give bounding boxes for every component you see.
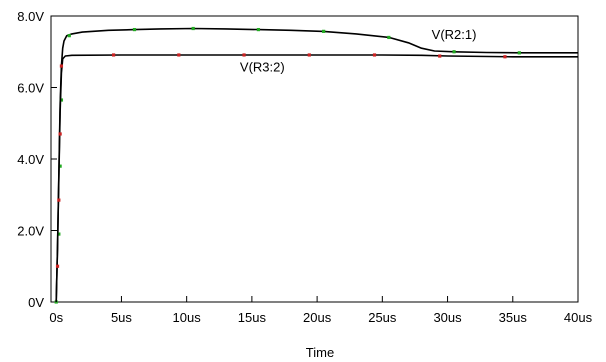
data-point xyxy=(322,29,326,33)
series-line-1 xyxy=(55,27,578,303)
data-point xyxy=(256,27,261,32)
x-axis-label: Time xyxy=(306,345,334,360)
series-annotation: V(R3:2) xyxy=(240,59,285,74)
annotations: V(R2:1) V(R3:2) xyxy=(240,27,477,74)
x-tick-label: 10us xyxy=(173,310,202,325)
x-tick-label: 40us xyxy=(564,310,593,325)
data-point xyxy=(132,27,137,32)
data-point xyxy=(59,98,64,102)
data-point xyxy=(503,55,507,59)
data-point xyxy=(57,198,61,202)
data-point xyxy=(57,232,61,236)
x-tick-label: 0s xyxy=(49,310,63,325)
x-tick-label: 20us xyxy=(303,310,332,325)
x-tick-label: 30us xyxy=(433,310,462,325)
series-annotation: V(R2:1) xyxy=(432,27,477,42)
y-axis: 0V 2.0V 4.0V 6.0V 8.0V xyxy=(17,9,57,310)
series-layer xyxy=(54,26,578,304)
data-point xyxy=(177,53,181,57)
plot-frame xyxy=(50,15,579,303)
y-tick-label: 2.0V xyxy=(17,224,44,239)
data-point xyxy=(191,26,195,31)
series-line-2 xyxy=(55,54,578,303)
data-point xyxy=(438,54,442,58)
data-point xyxy=(452,50,456,54)
data-point xyxy=(55,264,60,268)
data-point xyxy=(307,53,311,57)
x-tick-label: 25us xyxy=(368,310,397,325)
data-point xyxy=(58,164,62,168)
data-point xyxy=(242,53,246,57)
data-point xyxy=(517,51,521,55)
y-tick-label: 4.0V xyxy=(17,152,44,167)
data-point xyxy=(372,53,377,57)
x-tick-label: 35us xyxy=(499,310,528,325)
y-tick-label: 0V xyxy=(28,295,44,310)
x-tick-label: 15us xyxy=(238,310,267,325)
data-point xyxy=(59,64,64,68)
y-tick-label: 8.0V xyxy=(17,9,44,24)
x-tick-label: 5us xyxy=(111,310,132,325)
data-point xyxy=(112,53,116,57)
data-point xyxy=(67,34,71,38)
data-point xyxy=(387,35,391,40)
y-tick-label: 6.0V xyxy=(17,81,44,96)
x-axis: 0s 5us 10us 15us 20us 25us 30us 35us 40us xyxy=(49,296,593,325)
data-point xyxy=(58,132,62,136)
